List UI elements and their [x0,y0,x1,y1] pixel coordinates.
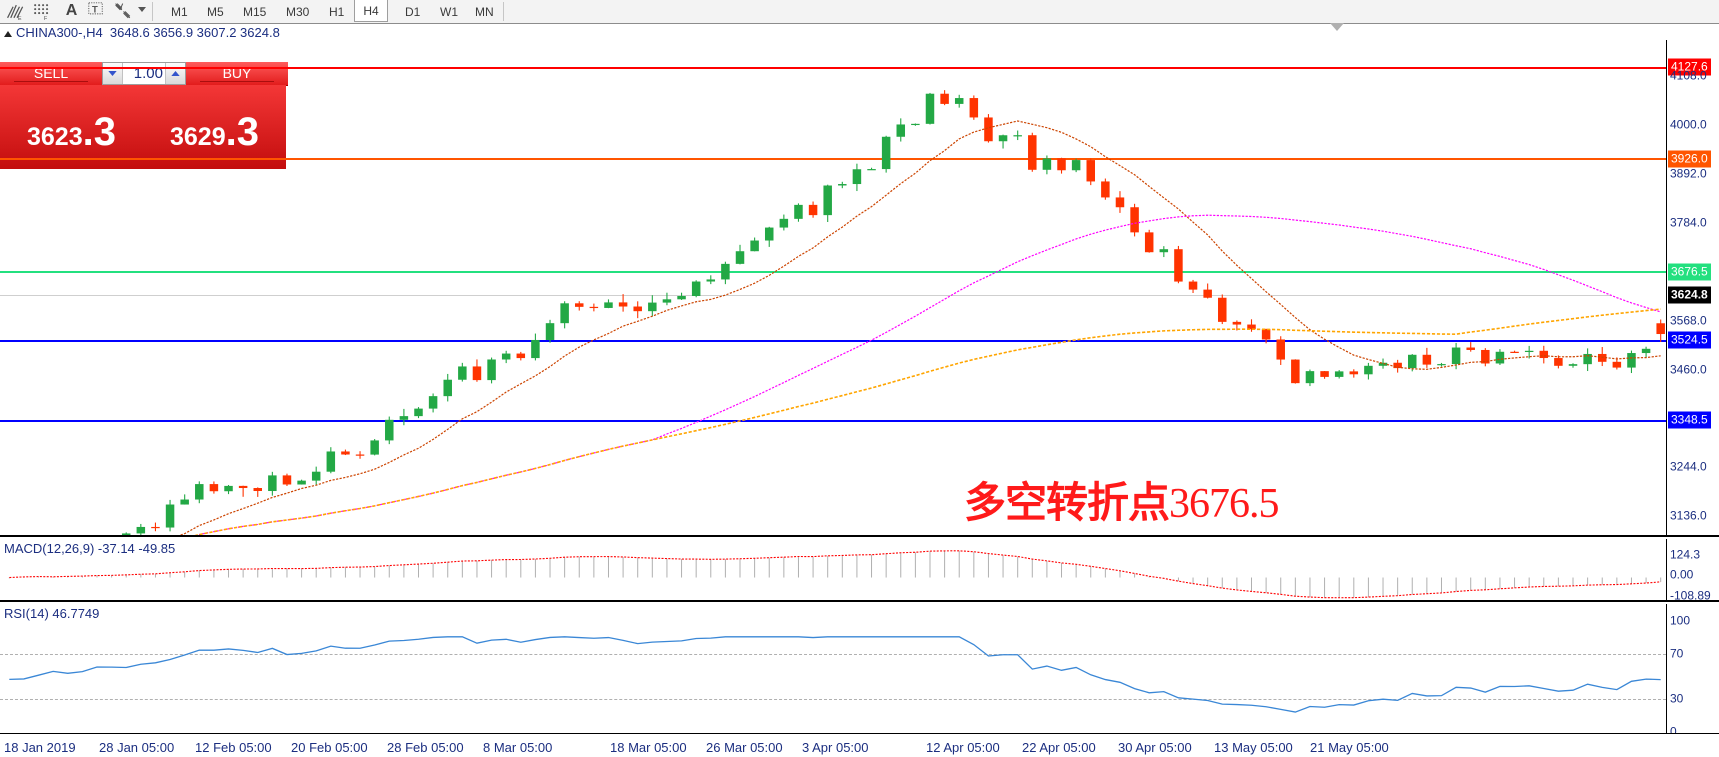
svg-text:F: F [44,16,48,21]
svg-text:E: E [18,16,22,21]
svg-text:T: T [92,4,98,15]
